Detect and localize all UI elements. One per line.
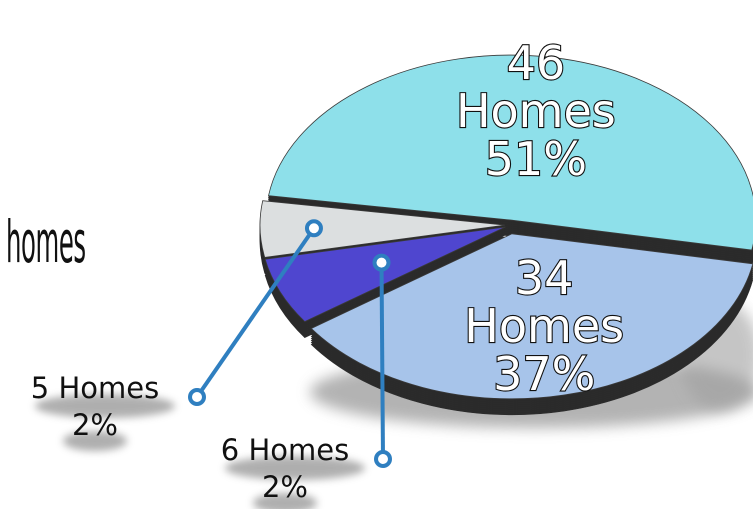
slice-unit-label: Homes	[456, 84, 616, 138]
callout-line	[379, 262, 385, 460]
slice-percent-label: 51%	[485, 132, 587, 186]
pie-slice	[259, 200, 506, 258]
callout-dot	[372, 253, 391, 272]
pie-slice	[310, 233, 753, 400]
callout-label: 6 Homes	[221, 433, 349, 467]
slice-count-label: 46	[507, 36, 566, 90]
pie-slice	[268, 54, 753, 251]
callout-dot	[188, 388, 206, 406]
callout-shadow	[225, 456, 365, 480]
callout-label: 5 Homes	[31, 371, 159, 405]
slice-percent-label: 37%	[493, 347, 595, 401]
chart-section-title: homes	[6, 208, 86, 276]
callout-shadow	[35, 394, 175, 418]
callout-dot	[304, 219, 323, 238]
pie-slice	[264, 226, 506, 323]
callout-shadow	[63, 431, 127, 451]
callout-percent-label: 2%	[262, 470, 308, 504]
callout-line	[195, 227, 316, 399]
slice-count-label: 34	[515, 251, 574, 305]
callout-percent-label: 2%	[72, 408, 118, 442]
callout-shadow	[253, 493, 317, 509]
callout-dot	[374, 450, 392, 468]
slice-unit-label: Homes	[464, 299, 624, 353]
